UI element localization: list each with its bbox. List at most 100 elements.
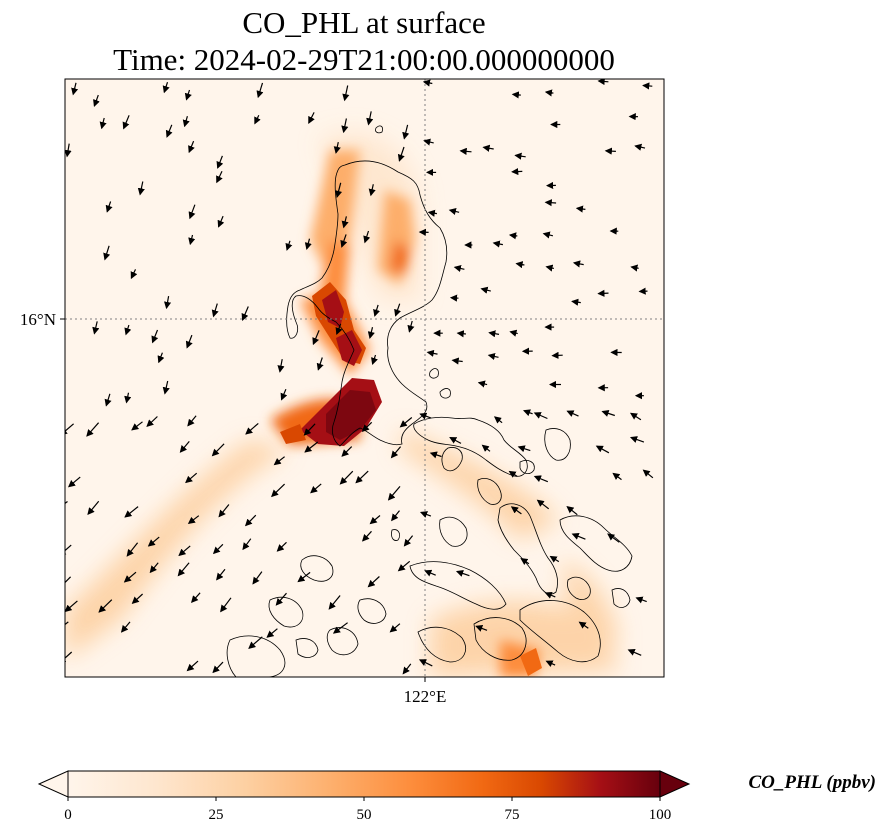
wind-arrow — [124, 506, 139, 518]
wind-arrow — [449, 294, 459, 302]
wind-arrow — [449, 437, 462, 444]
wind-arrow — [179, 441, 190, 453]
wind-arrow — [514, 152, 526, 160]
wind-arrow — [341, 118, 349, 134]
wind-arrow — [426, 349, 438, 357]
wind-arrow — [216, 568, 226, 581]
wind-arrow — [545, 660, 556, 668]
wind-arrow — [124, 324, 132, 336]
wind-arrow — [211, 303, 219, 318]
wind-arrow — [177, 562, 190, 577]
wind-arrow — [575, 205, 586, 213]
wind-arrow — [131, 421, 143, 431]
wind-arrow — [544, 89, 554, 97]
colorbar-tick-50: 50 — [357, 807, 372, 823]
wind-arrow — [515, 261, 525, 269]
wind-arrow — [566, 506, 578, 516]
wind-arrow — [402, 663, 412, 675]
wind-arrow — [216, 155, 224, 169]
wind-arrow — [373, 304, 380, 317]
wind-arrow — [297, 571, 311, 583]
wind-arrow — [276, 541, 287, 552]
wind-arrow — [397, 146, 405, 162]
wind-arrow — [157, 352, 165, 364]
wind-arrow — [212, 543, 224, 555]
wind-arrow — [211, 443, 225, 457]
wind-arrow — [419, 511, 432, 518]
wind-arrow — [390, 446, 402, 459]
wind-arrow — [335, 182, 343, 198]
wind-arrow — [601, 409, 615, 417]
wind-arrow — [492, 240, 504, 248]
wind-arrow — [339, 470, 354, 485]
wind-arrow — [367, 576, 380, 588]
wind-arrow — [130, 269, 138, 280]
wind-arrow — [212, 661, 224, 674]
wind-arrow — [252, 571, 263, 585]
wind-arrow — [146, 416, 158, 428]
map-frame — [64, 78, 665, 678]
wind-arrow — [308, 112, 315, 124]
wind-arrow — [220, 597, 232, 613]
wind-arrow — [366, 111, 374, 126]
wind-arrow — [188, 140, 195, 154]
wind-arrow — [342, 85, 350, 102]
colorbar-label: CO_PHL (ppbv) — [748, 772, 876, 793]
wind-arrow — [448, 207, 460, 215]
wind-arrow — [642, 469, 654, 479]
wind-arrow — [316, 357, 324, 371]
wind-arrow — [451, 357, 463, 365]
wind-arrow — [493, 416, 503, 424]
wind-arrow — [241, 306, 249, 322]
wind-arrow — [508, 470, 518, 478]
wind-arrow — [165, 124, 173, 138]
wind-arrow — [273, 456, 285, 466]
wind-arrow — [137, 181, 145, 196]
wind-arrow — [597, 79, 609, 86]
wind-arrow — [634, 143, 646, 151]
wind-arrow — [187, 515, 200, 525]
wind-arrow — [482, 144, 494, 152]
wind-arrow — [242, 538, 252, 551]
wind-arrow — [635, 596, 647, 604]
wind-arrow — [304, 238, 312, 250]
wind-arrow — [571, 298, 581, 306]
colorbar: 0 25 50 75 100 CO_PHL (ppbv) — [37, 770, 876, 823]
wind-arrow — [254, 115, 261, 125]
wind-arrow — [126, 542, 139, 557]
wind-arrow — [186, 660, 199, 672]
wind-arrow — [341, 216, 349, 229]
wind-arrow — [572, 260, 584, 268]
wind-arrow — [542, 231, 554, 239]
wind-arrow — [423, 138, 434, 146]
wind-arrow — [361, 421, 373, 432]
wind-arrow — [394, 303, 401, 317]
wind-arrow — [367, 327, 375, 339]
colorbar-gradient — [67, 770, 661, 798]
wind-arrow — [566, 410, 579, 417]
wind-arrow — [185, 472, 198, 484]
wind-arrow — [545, 264, 555, 272]
lat-tick-label: 16°N — [20, 310, 56, 329]
wind-arrow — [544, 591, 556, 599]
wind-arrow — [459, 147, 472, 155]
wind-arrow — [277, 359, 285, 373]
wind-arrow — [99, 117, 107, 130]
wind-arrow — [419, 412, 432, 420]
wind-arrow — [71, 82, 79, 96]
lon-tick-label: 122°E — [404, 687, 447, 706]
wind-arrow — [424, 569, 436, 577]
wind-arrow — [303, 423, 316, 436]
wind-arrow — [549, 555, 560, 563]
wind-arrow — [256, 82, 264, 99]
wind-arrow — [418, 659, 433, 667]
wind-arrow — [427, 209, 437, 217]
wind-arrow — [335, 323, 343, 336]
wind-arrow — [310, 483, 322, 494]
wind-arrow — [65, 423, 74, 436]
colorbar-tick-100: 100 — [649, 807, 672, 823]
wind-arrow — [403, 535, 414, 547]
wind-arrow — [147, 536, 160, 547]
colorbar-tick-0: 0 — [64, 807, 72, 823]
